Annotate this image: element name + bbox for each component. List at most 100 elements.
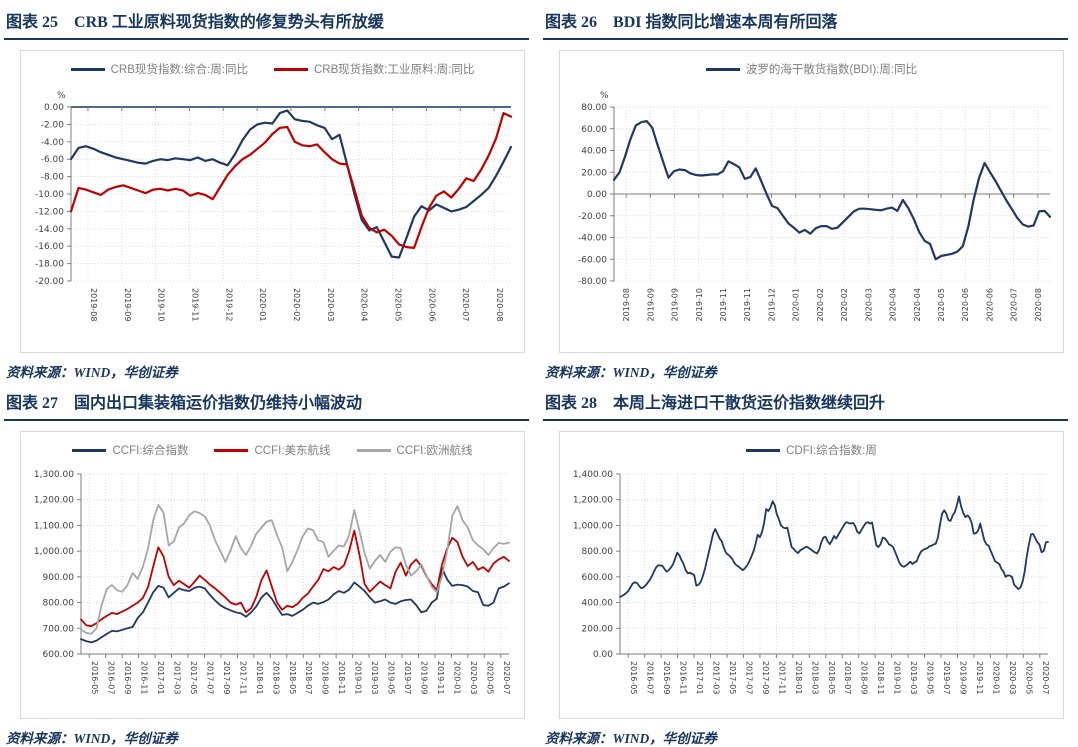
figure-25-panel: CRB现货指数:综合:周:同比 CRB现货指数:工业原料:周:同比 0.00 -2.… bbox=[20, 50, 525, 353]
y-tick-label: -4.00 bbox=[40, 138, 64, 148]
legend-label: CCFI:综合指数 bbox=[112, 445, 189, 457]
x-tick-label: 2019-12 bbox=[767, 288, 776, 321]
x-tick-label: 2019-01 bbox=[353, 661, 362, 694]
x-tick-label: 2020-05 bbox=[1024, 661, 1033, 694]
x-tick-label: 2019-10 bbox=[694, 288, 703, 321]
x-tick-label: 2020-06 bbox=[427, 288, 436, 321]
y-tick-label: 1,200.00 bbox=[572, 496, 612, 506]
figure-25-cell: 图表 25 CRB 工业原料现货指数的修复势头有所放缓 CRB现货指数:综合:周… bbox=[0, 0, 539, 381]
x-tick-label: 2016-09 bbox=[123, 661, 132, 694]
x-tick-label: 2020-03 bbox=[468, 661, 477, 694]
y-tick-label: -10.00 bbox=[34, 190, 63, 200]
y-tick-label: 800.00 bbox=[581, 547, 613, 557]
legend-entry: CCFI:美东航线 bbox=[214, 442, 331, 458]
figure-27-title: 图表 27 国内出口集装箱运价指数仍维持小幅波动 bbox=[4, 387, 529, 421]
series-line bbox=[79, 567, 510, 644]
figure-title-text: CRB 工业原料现货指数的修复势头有所放缓 bbox=[74, 14, 384, 31]
x-tick-label: 2017-01 bbox=[156, 661, 165, 694]
figure-25-source: 资料来源：WIND，华创证券 bbox=[6, 365, 178, 380]
y-tick-label: -6.00 bbox=[40, 155, 64, 165]
legend-line-swatch bbox=[746, 448, 781, 452]
x-tick-label: 2020-05 bbox=[393, 288, 402, 321]
y-tick-label: 60.00 bbox=[581, 125, 607, 135]
x-tick-label: 2020-01 bbox=[991, 661, 1000, 694]
x-tick-label: 2017-11 bbox=[777, 661, 786, 694]
figure-25-legend: CRB现货指数:综合:周:同比 CRB现货指数:工业原料:周:同比 bbox=[21, 51, 524, 81]
x-tick-label: 2017-01 bbox=[695, 661, 704, 694]
x-tick-label: 2020-02 bbox=[840, 288, 849, 321]
y-tick-label: -40.00 bbox=[577, 234, 606, 244]
figure-26-panel: 波罗的海干散货指数(BDI):周:同比 80.00 60.00 40.00 20.00… bbox=[559, 50, 1064, 353]
x-tick-label: 2018-03 bbox=[810, 661, 819, 694]
y-axis-unit-label: % bbox=[57, 91, 66, 101]
x-tick-label: 2017-07 bbox=[205, 661, 214, 694]
y-tick-label: 1,400.00 bbox=[572, 470, 612, 480]
x-tick-label: 2020-07 bbox=[461, 288, 470, 321]
legend-label: CDFI:综合指数:周 bbox=[786, 445, 877, 457]
series-line bbox=[69, 111, 512, 249]
figure-28-chart-canvas: 1,400.00 1,200.00 1,000.00 800.00 600.00 400.… bbox=[572, 470, 1049, 694]
x-tick-label: 2018-01 bbox=[254, 661, 263, 694]
legend-line-swatch bbox=[70, 67, 105, 71]
x-tick-label: 2019-08 bbox=[622, 288, 631, 321]
figure-26-cell: 图表 26 BDI 指数同比增速本周有所回落 波罗的海干散货指数(BDI):周:… bbox=[539, 0, 1078, 381]
series-line bbox=[612, 119, 1051, 261]
figure-25-chart-canvas: 0.00 -2.00 -4.00 -6.00 -8.00 -10.00 -12.00 -14.… bbox=[34, 91, 512, 321]
figure-27-cell: 图表 27 国内出口集装箱运价指数仍维持小幅波动 CCFI:综合指数 CCFI:美… bbox=[0, 381, 539, 746]
x-tick-label: 2020-07 bbox=[1009, 288, 1018, 321]
x-tick-label: 2020-02 bbox=[815, 288, 824, 321]
series-line bbox=[618, 495, 1049, 598]
x-tick-label: 2017-09 bbox=[760, 661, 769, 694]
legend-label: 波罗的海干散货指数(BDI):周:同比 bbox=[745, 64, 918, 76]
x-tick-label: 2016-05 bbox=[90, 661, 99, 694]
x-tick-label: 2020-05 bbox=[485, 661, 494, 694]
figure-28-title: 图表 28 本周上海进口干散货运价指数继续回升 bbox=[543, 387, 1068, 421]
figure-28-source: 资料来源：WIND，华创证券 bbox=[545, 731, 717, 746]
x-tick-label: 2016-05 bbox=[629, 661, 638, 694]
y-tick-label: -20.00 bbox=[34, 277, 63, 287]
x-tick-label: 2020-04 bbox=[359, 288, 368, 321]
y-tick-label: 1,300.00 bbox=[33, 470, 73, 480]
legend-line-swatch bbox=[705, 67, 740, 71]
x-tick-label: 2017-09 bbox=[221, 661, 230, 694]
figure-25-title: 图表 25 CRB 工业原料现货指数的修复势头有所放缓 bbox=[4, 6, 529, 40]
x-tick-label: 2020-02 bbox=[292, 288, 301, 321]
x-tick-label: 2019-11 bbox=[190, 288, 199, 321]
x-tick-label: 2019-09 bbox=[122, 288, 131, 321]
legend-entry: CRB现货指数:综合:周:同比 bbox=[70, 61, 248, 77]
y-tick-label: 600.00 bbox=[42, 650, 74, 660]
x-tick-label: 2019-09 bbox=[419, 661, 428, 694]
y-tick-label: 800.00 bbox=[42, 599, 74, 609]
x-tick-label: 2019-09 bbox=[670, 288, 679, 321]
figure-28-cell: 图表 28 本周上海进口干散货运价指数继续回升 CDFI:综合指数:周 1,40… bbox=[539, 381, 1078, 746]
x-tick-label: 2017-05 bbox=[728, 661, 737, 694]
y-tick-label: -8.00 bbox=[40, 173, 64, 183]
x-tick-label: 2020-08 bbox=[1033, 288, 1042, 321]
x-tick-label: 2019-05 bbox=[925, 661, 934, 694]
figure-26-title: 图表 26 BDI 指数同比增速本周有所回落 bbox=[543, 6, 1068, 40]
x-tick-label: 2016-11 bbox=[139, 661, 148, 694]
x-tick-label: 2018-11 bbox=[876, 661, 885, 694]
x-tick-label: 2018-05 bbox=[287, 661, 296, 694]
x-tick-label: 2019-07 bbox=[942, 661, 951, 694]
legend-label: CRB现货指数:工业原料:周:同比 bbox=[314, 64, 475, 76]
x-tick-label: 2020-08 bbox=[495, 288, 504, 321]
series-line bbox=[69, 109, 512, 259]
x-tick-label: 2019-10 bbox=[156, 288, 165, 321]
figure-26-chart-canvas: 80.00 60.00 40.00 20.00 0.00 -20.00 -40.00 -60.… bbox=[577, 91, 1051, 321]
y-tick-label: 0.00 bbox=[592, 650, 612, 660]
y-tick-label: 900.00 bbox=[42, 573, 74, 583]
figure-28-legend: CDFI:综合指数:周 bbox=[560, 432, 1063, 462]
x-tick-label: 2016-07 bbox=[106, 661, 115, 694]
y-tick-label: 1,000.00 bbox=[572, 521, 612, 531]
x-tick-label: 2018-09 bbox=[320, 661, 329, 694]
x-tick-label: 2018-03 bbox=[271, 661, 280, 694]
x-tick-label: 2020-05 bbox=[937, 288, 946, 321]
x-tick-label: 2020-07 bbox=[1040, 661, 1049, 694]
y-tick-label: 0.00 bbox=[586, 190, 606, 200]
legend-entry: CDFI:综合指数:周 bbox=[746, 442, 877, 458]
x-tick-label: 2019-11 bbox=[743, 288, 752, 321]
y-tick-label: 0.00 bbox=[43, 103, 63, 113]
legend-entry: CCFI:综合指数 bbox=[72, 442, 188, 458]
figure-title-text: 本周上海进口干散货运价指数继续回升 bbox=[613, 395, 886, 412]
